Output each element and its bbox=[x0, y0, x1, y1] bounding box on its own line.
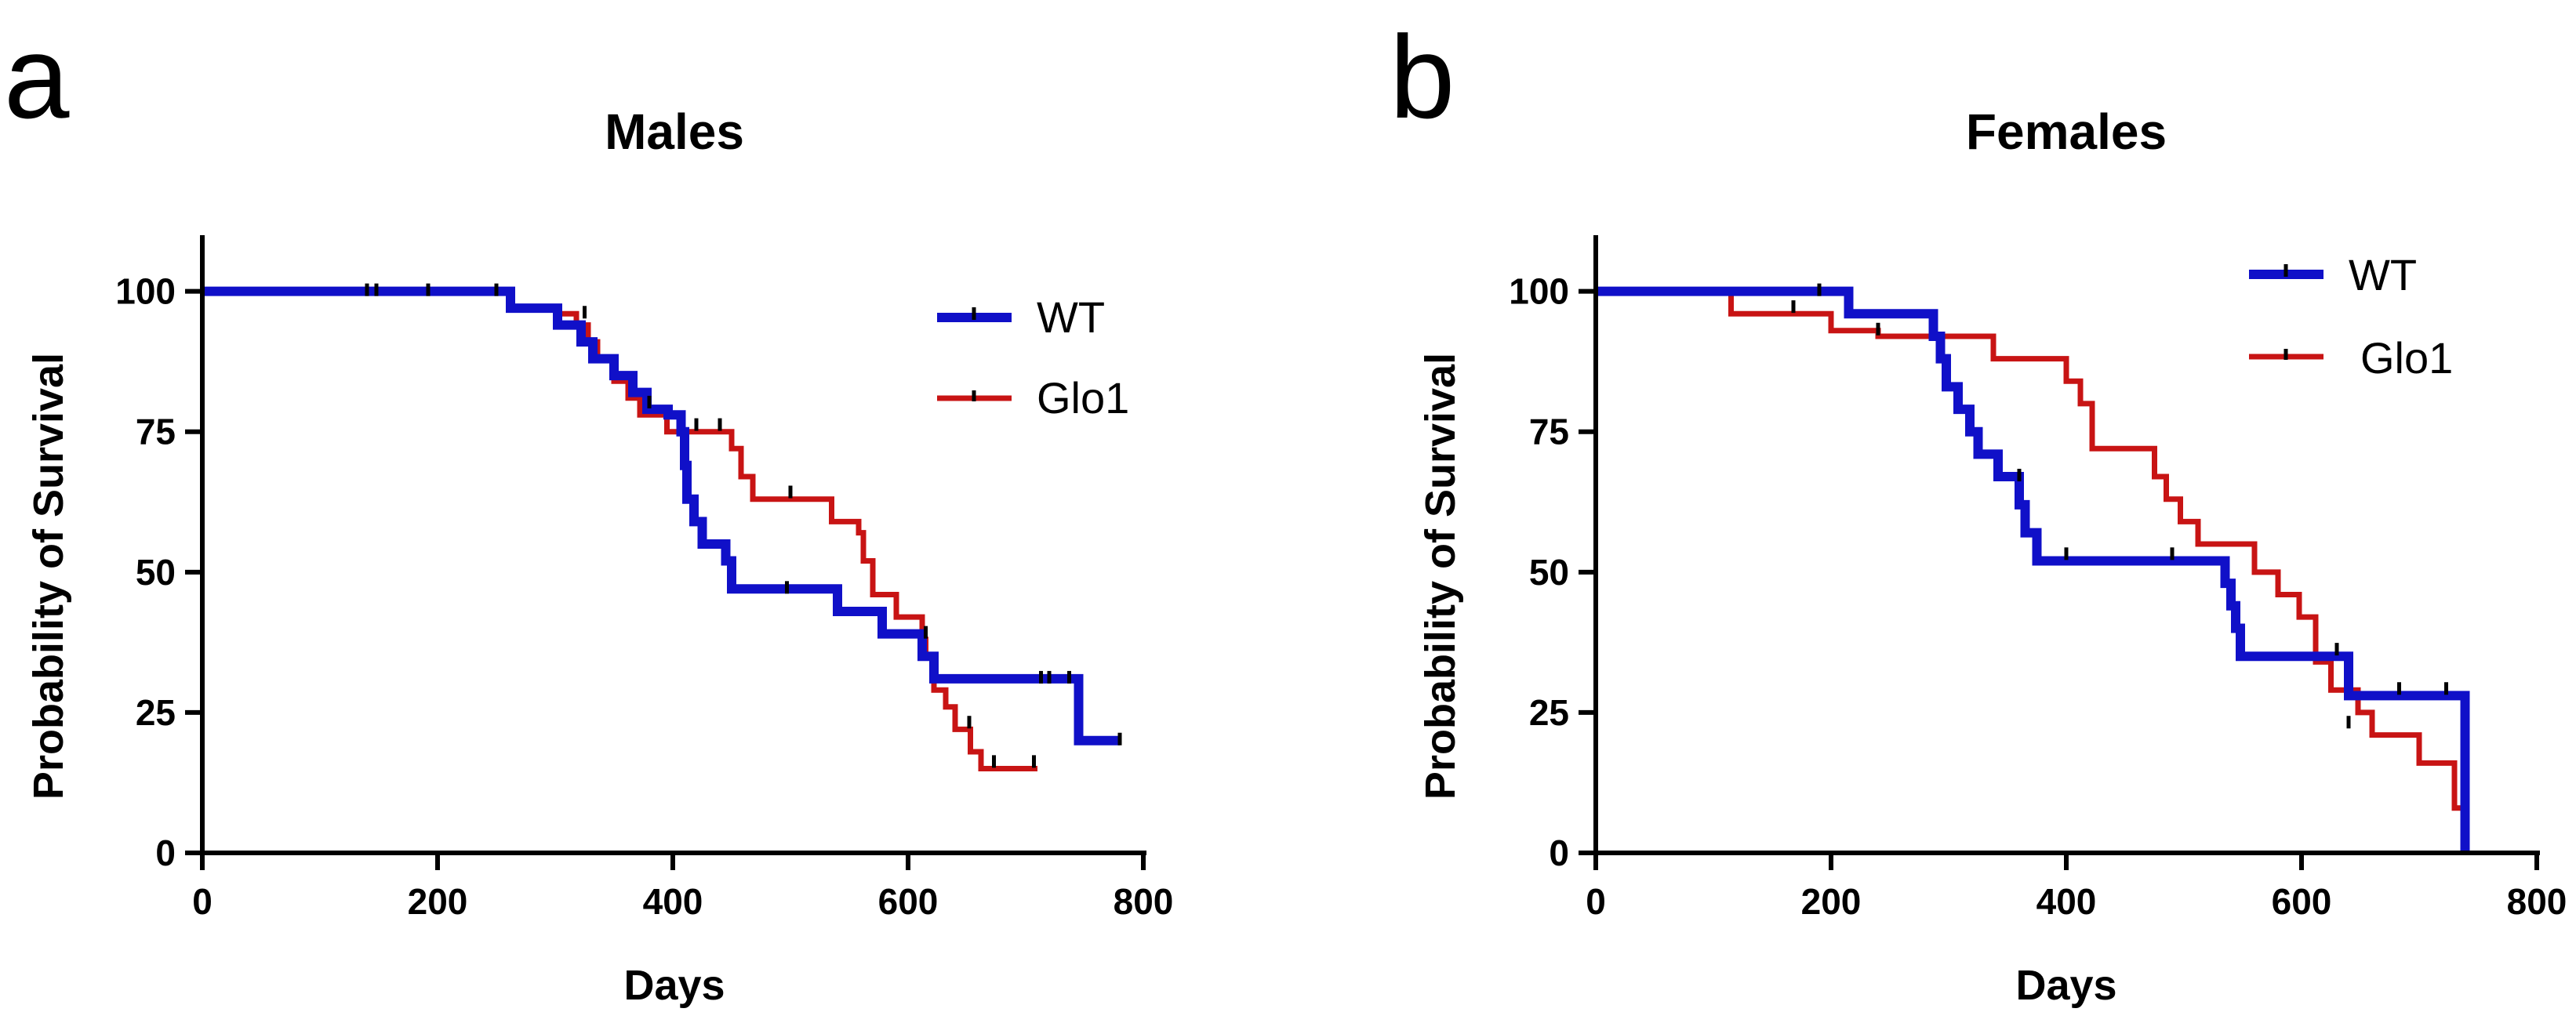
x-axis-label: Days bbox=[2015, 962, 2116, 1009]
x-tick-label: 200 bbox=[1801, 881, 1862, 922]
legend-entry-wt: WT bbox=[2249, 250, 2417, 299]
panel-letter: a bbox=[4, 11, 70, 143]
legend-label-glo1: Glo1 bbox=[1037, 373, 1129, 423]
panel-a-males: a Males Days Probability of Survival 0 20… bbox=[4, 11, 1173, 1009]
y-tick-label: 75 bbox=[136, 412, 176, 452]
legend-entry-wt: WT bbox=[937, 292, 1105, 342]
x-tick-label: 600 bbox=[878, 881, 939, 922]
x-tick-label: 400 bbox=[643, 881, 703, 922]
x-tick-label: 800 bbox=[1114, 881, 1174, 922]
axes: 0 200 400 600 800 0 25 50 75 100 bbox=[1509, 235, 2567, 922]
y-tick-label: 25 bbox=[1529, 692, 1569, 733]
plot-area bbox=[202, 283, 1122, 772]
legend-label-wt: WT bbox=[2349, 250, 2417, 299]
y-axis-label: Probability of Survival bbox=[1417, 353, 1464, 800]
y-tick-label: 25 bbox=[136, 692, 176, 733]
chart-title: Females bbox=[1966, 103, 2167, 160]
y-axis-label: Probability of Survival bbox=[25, 353, 72, 800]
x-tick-label: 0 bbox=[1586, 881, 1606, 922]
legend: WT Glo1 bbox=[2249, 250, 2453, 383]
survival-curve-wt bbox=[202, 286, 1120, 745]
x-tick-label: 0 bbox=[192, 881, 213, 922]
axes: 0 200 400 600 800 0 25 50 75 100 bbox=[115, 235, 1173, 922]
legend-label-glo1: Glo1 bbox=[2360, 333, 2453, 383]
x-tick-label: 800 bbox=[2507, 881, 2567, 922]
panel-letter: b bbox=[1390, 11, 1455, 143]
x-tick-label: 200 bbox=[408, 881, 468, 922]
chart-title: Males bbox=[605, 103, 744, 160]
survival-curve-glo1 bbox=[1596, 288, 2466, 811]
y-tick-label: 50 bbox=[1529, 552, 1569, 593]
legend-label-wt: WT bbox=[1037, 292, 1105, 342]
x-axis-label: Days bbox=[623, 962, 725, 1009]
y-tick-label: 50 bbox=[136, 552, 176, 593]
legend-entry-glo1: Glo1 bbox=[2249, 333, 2453, 383]
y-tick-label: 0 bbox=[155, 833, 176, 873]
plot-area bbox=[1596, 283, 2470, 853]
y-tick-label: 100 bbox=[115, 271, 176, 312]
x-tick-label: 600 bbox=[2272, 881, 2332, 922]
legend-entry-glo1: Glo1 bbox=[937, 373, 1129, 423]
panel-b-females: b Females Days Probability of Survival 0… bbox=[1390, 11, 2567, 1009]
y-tick-label: 100 bbox=[1509, 271, 1569, 312]
y-tick-label: 75 bbox=[1529, 412, 1569, 452]
y-tick-label: 0 bbox=[1549, 833, 1569, 873]
x-tick-label: 400 bbox=[2036, 881, 2097, 922]
survival-curve-glo1 bbox=[202, 288, 1037, 772]
legend: WT Glo1 bbox=[937, 292, 1129, 423]
survival-curve-wt bbox=[1596, 286, 2470, 853]
